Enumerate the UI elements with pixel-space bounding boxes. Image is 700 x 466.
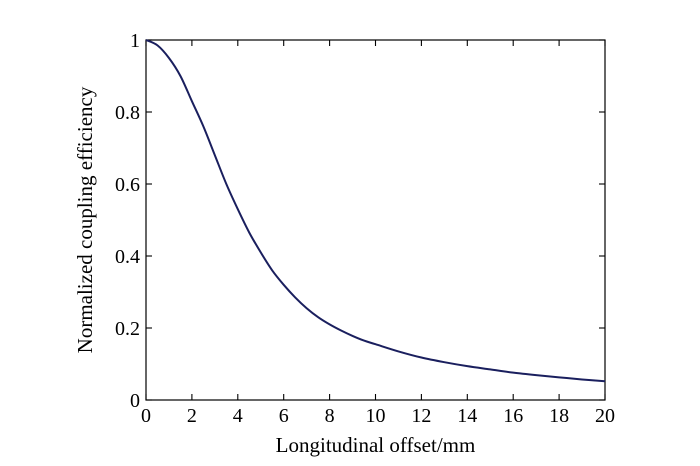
y-tick-label-3: 0.6 xyxy=(115,174,140,196)
x-axis-tick-labels: 0 2 4 6 8 10 12 14 16 18 20 xyxy=(141,405,615,427)
y-axis-label: Normalized coupling efficiency xyxy=(73,86,97,353)
x-tick-label-3: 6 xyxy=(279,405,289,427)
series-line xyxy=(145,39,606,383)
x-tick-label-10: 20 xyxy=(595,405,615,427)
x-tick-label-9: 18 xyxy=(549,405,569,427)
x-tick-label-7: 14 xyxy=(457,405,477,427)
x-tick-label-5: 10 xyxy=(366,405,386,427)
y-tick-label-0: 0 xyxy=(130,390,140,412)
y-axis-ticks xyxy=(146,39,605,401)
y-tick-label-1: 0.2 xyxy=(115,318,140,340)
x-tick-label-2: 4 xyxy=(233,405,243,427)
x-axis-ticks xyxy=(145,40,606,400)
y-tick-label-2: 0.4 xyxy=(115,246,140,268)
y-tick-label-5: 1 xyxy=(130,30,140,52)
x-tick-label-4: 8 xyxy=(325,405,335,427)
x-tick-label-1: 2 xyxy=(187,405,197,427)
x-tick-label-8: 16 xyxy=(503,405,523,427)
x-axis-label: Longitudinal offset/mm xyxy=(276,433,476,457)
y-tick-label-4: 0.8 xyxy=(115,102,140,124)
plot-frame xyxy=(145,39,606,401)
y-axis-tick-labels: 0 0.2 0.4 0.6 0.8 1 xyxy=(115,30,140,412)
x-tick-label-6: 12 xyxy=(411,405,431,427)
x-tick-label-0: 0 xyxy=(141,405,151,427)
